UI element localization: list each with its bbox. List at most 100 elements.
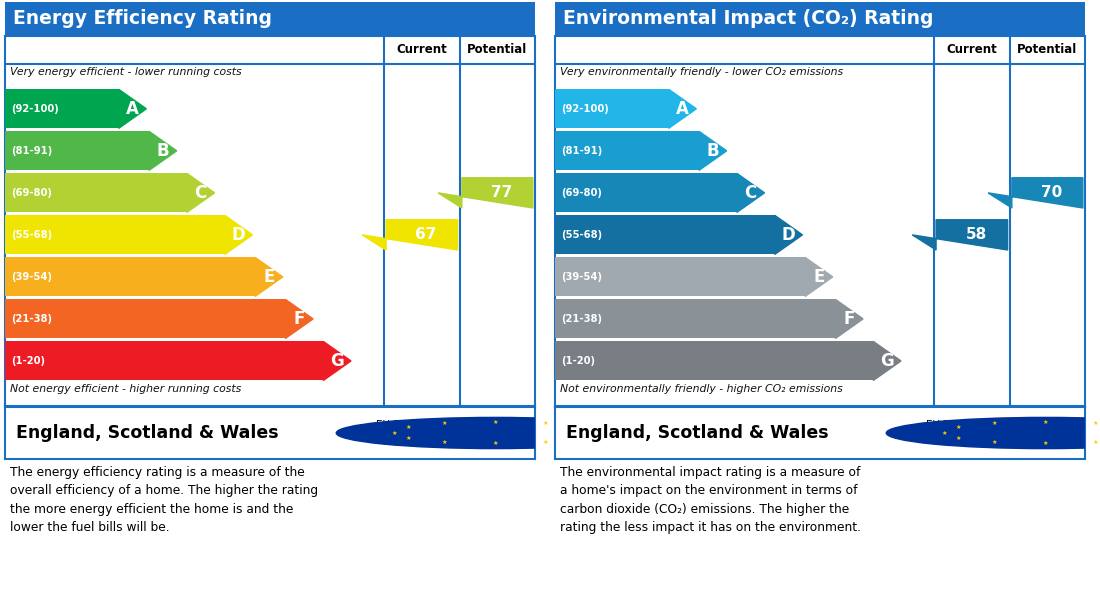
Polygon shape xyxy=(912,220,1008,250)
Text: (92-100): (92-100) xyxy=(11,104,59,114)
Text: A: A xyxy=(676,100,689,118)
Text: Potential: Potential xyxy=(468,43,528,57)
Bar xyxy=(556,173,737,213)
Text: (69-80): (69-80) xyxy=(561,188,602,198)
Text: ★: ★ xyxy=(493,419,498,424)
Text: (81-91): (81-91) xyxy=(11,146,53,156)
Text: ★: ★ xyxy=(392,431,397,436)
Text: (1-20): (1-20) xyxy=(561,356,595,366)
Text: EU Directive
2002/91/EC: EU Directive 2002/91/EC xyxy=(926,420,990,444)
Text: Very environmentally friendly - lower CO₂ emissions: Very environmentally friendly - lower CO… xyxy=(560,67,844,77)
Bar xyxy=(556,341,873,381)
Text: ★: ★ xyxy=(1092,421,1099,426)
Polygon shape xyxy=(438,178,532,208)
Text: ★: ★ xyxy=(1043,419,1048,424)
Polygon shape xyxy=(988,178,1082,208)
Bar xyxy=(6,257,255,296)
Bar xyxy=(556,131,698,171)
Bar xyxy=(6,216,224,254)
Text: ★: ★ xyxy=(405,436,411,441)
Bar xyxy=(556,89,669,128)
Text: Current: Current xyxy=(946,43,998,57)
Polygon shape xyxy=(873,341,901,381)
Bar xyxy=(6,89,119,128)
Text: G: G xyxy=(880,352,894,370)
Bar xyxy=(556,216,774,254)
Text: Not environmentally friendly - higher CO₂ emissions: Not environmentally friendly - higher CO… xyxy=(560,384,843,394)
Text: Energy Efficiency Rating: Energy Efficiency Rating xyxy=(13,9,272,28)
Text: ★: ★ xyxy=(580,436,585,441)
Text: D: D xyxy=(232,226,245,244)
Text: ★: ★ xyxy=(1092,440,1099,445)
Text: ★: ★ xyxy=(1043,442,1048,447)
Polygon shape xyxy=(805,257,833,296)
Text: (39-54): (39-54) xyxy=(561,272,603,282)
Text: (1-20): (1-20) xyxy=(11,356,45,366)
Text: (21-38): (21-38) xyxy=(11,314,53,324)
Text: B: B xyxy=(156,142,169,160)
Text: ★: ★ xyxy=(542,421,549,426)
Polygon shape xyxy=(669,89,696,128)
Text: ★: ★ xyxy=(955,425,961,430)
Text: G: G xyxy=(330,352,344,370)
Polygon shape xyxy=(255,257,283,296)
Bar xyxy=(6,173,187,213)
Text: England, Scotland & Wales: England, Scotland & Wales xyxy=(15,424,278,442)
Text: 58: 58 xyxy=(966,227,987,242)
Polygon shape xyxy=(323,341,351,381)
Polygon shape xyxy=(187,173,214,213)
Text: E: E xyxy=(263,268,275,286)
Text: ★: ★ xyxy=(942,431,947,436)
Text: B: B xyxy=(706,142,719,160)
Polygon shape xyxy=(737,173,764,213)
Bar xyxy=(6,341,323,381)
Text: C: C xyxy=(745,184,757,202)
Polygon shape xyxy=(835,299,864,338)
Text: 67: 67 xyxy=(416,227,437,242)
Text: ★: ★ xyxy=(493,442,498,447)
Text: Current: Current xyxy=(396,43,448,57)
Text: The energy efficiency rating is a measure of the
overall efficiency of a home. T: The energy efficiency rating is a measur… xyxy=(10,466,318,534)
Text: 77: 77 xyxy=(491,185,513,200)
Text: 70: 70 xyxy=(1041,185,1063,200)
Text: The environmental impact rating is a measure of
a home's impact on the environme: The environmental impact rating is a mea… xyxy=(560,466,861,534)
Text: Not energy efficient - higher running costs: Not energy efficient - higher running co… xyxy=(10,384,242,394)
Text: ★: ★ xyxy=(955,436,961,441)
Text: F: F xyxy=(294,310,305,328)
Text: Very energy efficient - lower running costs: Very energy efficient - lower running co… xyxy=(10,67,242,77)
Text: A: A xyxy=(126,100,139,118)
Text: (55-68): (55-68) xyxy=(11,230,53,240)
Text: ★: ★ xyxy=(442,421,448,426)
Text: ★: ★ xyxy=(580,425,585,430)
Polygon shape xyxy=(224,216,253,254)
Text: (55-68): (55-68) xyxy=(561,230,603,240)
Text: (21-38): (21-38) xyxy=(561,314,603,324)
Text: ★: ★ xyxy=(593,431,598,436)
Text: ★: ★ xyxy=(442,440,448,445)
Text: Environmental Impact (CO₂) Rating: Environmental Impact (CO₂) Rating xyxy=(563,9,934,28)
Text: E: E xyxy=(813,268,825,286)
Text: (92-100): (92-100) xyxy=(561,104,609,114)
Text: (39-54): (39-54) xyxy=(11,272,53,282)
Polygon shape xyxy=(774,216,803,254)
Text: England, Scotland & Wales: England, Scotland & Wales xyxy=(565,424,828,442)
Text: EU Directive
2002/91/EC: EU Directive 2002/91/EC xyxy=(376,420,440,444)
Text: ★: ★ xyxy=(992,421,998,426)
Polygon shape xyxy=(362,220,458,250)
Text: D: D xyxy=(782,226,795,244)
Text: (69-80): (69-80) xyxy=(11,188,52,198)
Bar xyxy=(6,131,148,171)
Text: Potential: Potential xyxy=(1018,43,1078,57)
Bar xyxy=(556,299,835,338)
Circle shape xyxy=(887,418,1100,448)
Circle shape xyxy=(337,418,654,448)
Polygon shape xyxy=(119,89,146,128)
Bar xyxy=(6,299,285,338)
Text: (81-91): (81-91) xyxy=(561,146,603,156)
Text: ★: ★ xyxy=(992,440,998,445)
Polygon shape xyxy=(285,299,314,338)
Bar xyxy=(556,257,805,296)
Polygon shape xyxy=(148,131,177,171)
Polygon shape xyxy=(698,131,727,171)
Text: ★: ★ xyxy=(405,425,411,430)
